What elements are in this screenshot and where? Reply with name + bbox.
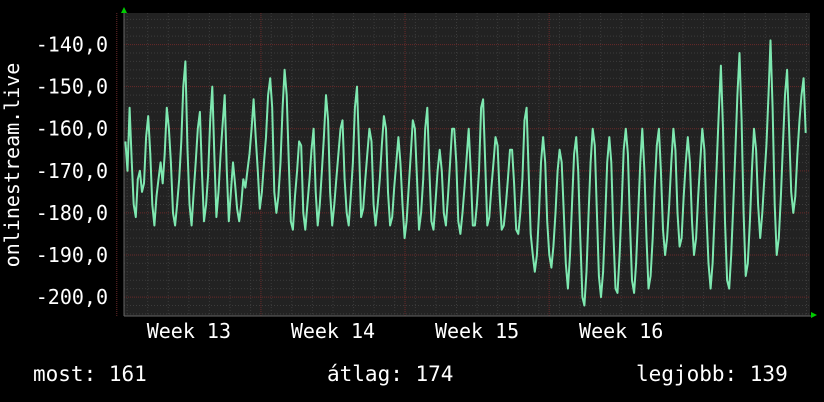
x-tick-label: Week 14 [291,319,375,343]
y-tick-label: -140,0 [36,33,108,57]
current-value: most: 161 [33,362,147,386]
y-tick-label: -170,0 [36,159,108,183]
best-value: legjobb: 139 [636,362,788,386]
y-tick-label: -190,0 [36,243,108,267]
y-tick-label: -180,0 [36,201,108,225]
data-series [124,39,807,307]
axes [121,7,817,318]
grid [116,13,810,316]
series-line [124,39,807,307]
y-tick-label: -200,0 [36,285,108,309]
y-axis-label: onlinestream.live [0,63,24,268]
x-tick-label: Week 16 [579,319,663,343]
average-value: átlag: 174 [327,362,454,386]
x-tick-label: Week 15 [435,319,519,343]
x-tick-labels: Week 13 Week 14 Week 15 Week 16 [147,319,664,343]
y-tick-label: -160,0 [36,117,108,141]
y-tick-label: -150,0 [36,75,108,99]
x-tick-label: Week 13 [147,319,231,343]
x-axis-arrow-icon [811,312,817,318]
y-axis-arrow-icon [121,7,127,13]
y-tick-labels: -140,0 -150,0 -160,0 -170,0 -180,0 -190,0 -200… [36,33,108,310]
